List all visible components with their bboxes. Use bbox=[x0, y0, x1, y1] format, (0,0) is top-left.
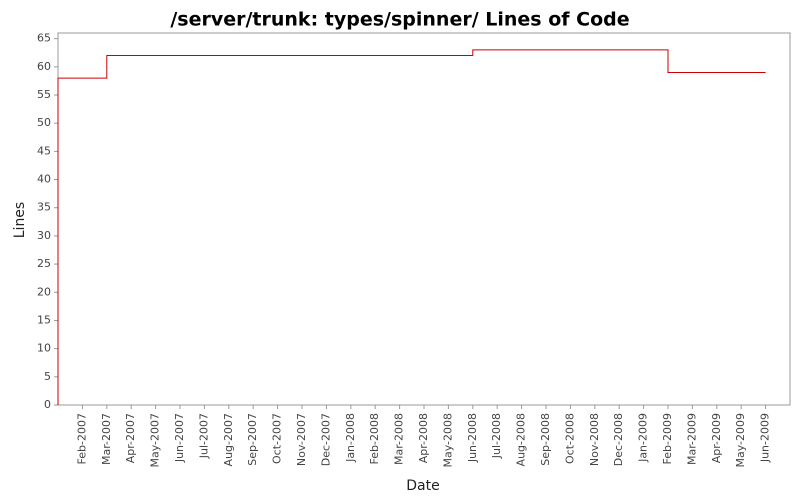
x-tick-label: Mar-2008 bbox=[393, 413, 406, 465]
x-tick-label: Sep-2007 bbox=[246, 413, 259, 466]
x-tick-label: Apr-2007 bbox=[124, 413, 137, 463]
x-tick-label: Oct-2007 bbox=[271, 413, 284, 464]
y-tick-label: 65 bbox=[37, 32, 51, 45]
x-tick-label: Apr-2009 bbox=[710, 413, 723, 463]
x-tick-label: Jan-2008 bbox=[344, 413, 357, 463]
line bbox=[57, 49, 766, 405]
x-tick-label: Dec-2007 bbox=[319, 413, 332, 466]
y-tick-label: 10 bbox=[37, 342, 51, 355]
y-tick-label: 5 bbox=[44, 370, 51, 383]
x-tick-label: Apr-2008 bbox=[417, 413, 430, 463]
y-tick-label: 0 bbox=[44, 398, 51, 411]
chart-title: /server/trunk: types/spinner/ Lines of C… bbox=[170, 9, 629, 31]
y-tick-label: 15 bbox=[37, 313, 51, 326]
y-tick-label: 50 bbox=[37, 116, 51, 129]
y-tick-label: 45 bbox=[37, 144, 51, 157]
x-tick-label: Nov-2008 bbox=[588, 413, 601, 466]
x-tick-label: May-2007 bbox=[149, 413, 162, 468]
x-tick-label: Jul-2007 bbox=[197, 413, 210, 459]
x-tick-label: Jan-2009 bbox=[637, 413, 650, 463]
x-tick-label: May-2008 bbox=[441, 413, 454, 468]
y-tick-label: 55 bbox=[37, 88, 51, 101]
y-tick-label: 60 bbox=[37, 60, 51, 73]
x-tick-label: Oct-2008 bbox=[563, 413, 576, 464]
y-tick-label: 20 bbox=[37, 285, 51, 298]
y-tick-label: 30 bbox=[37, 229, 51, 242]
x-tick-label: Nov-2007 bbox=[295, 413, 308, 466]
x-tick-label: Feb-2007 bbox=[75, 413, 88, 464]
x-tick-label: Feb-2008 bbox=[368, 413, 381, 464]
x-tick-label: Feb-2009 bbox=[661, 413, 674, 464]
x-axis-label: Date bbox=[406, 478, 439, 494]
x-tick-label: Aug-2007 bbox=[222, 413, 235, 466]
x-tick-label: Jun-2007 bbox=[173, 413, 186, 463]
y-tick-label: 40 bbox=[37, 173, 51, 186]
x-tick-label: Sep-2008 bbox=[539, 413, 552, 466]
plot-area bbox=[57, 32, 791, 406]
x-tick-label: Jun-2009 bbox=[759, 413, 772, 463]
y-axis-label: Lines bbox=[12, 202, 28, 238]
x-tick-label: Mar-2007 bbox=[100, 413, 113, 465]
y-tick-label: 35 bbox=[37, 201, 51, 214]
y-tick-label: 25 bbox=[37, 257, 51, 270]
x-tick-label: Aug-2008 bbox=[515, 413, 528, 466]
x-tick-label: Mar-2009 bbox=[685, 413, 698, 465]
x-tick-label: May-2009 bbox=[734, 413, 747, 468]
x-tick-label: Dec-2008 bbox=[612, 413, 625, 466]
x-tick-label: Jul-2008 bbox=[490, 413, 503, 459]
x-tick-label: Jun-2008 bbox=[466, 413, 479, 463]
